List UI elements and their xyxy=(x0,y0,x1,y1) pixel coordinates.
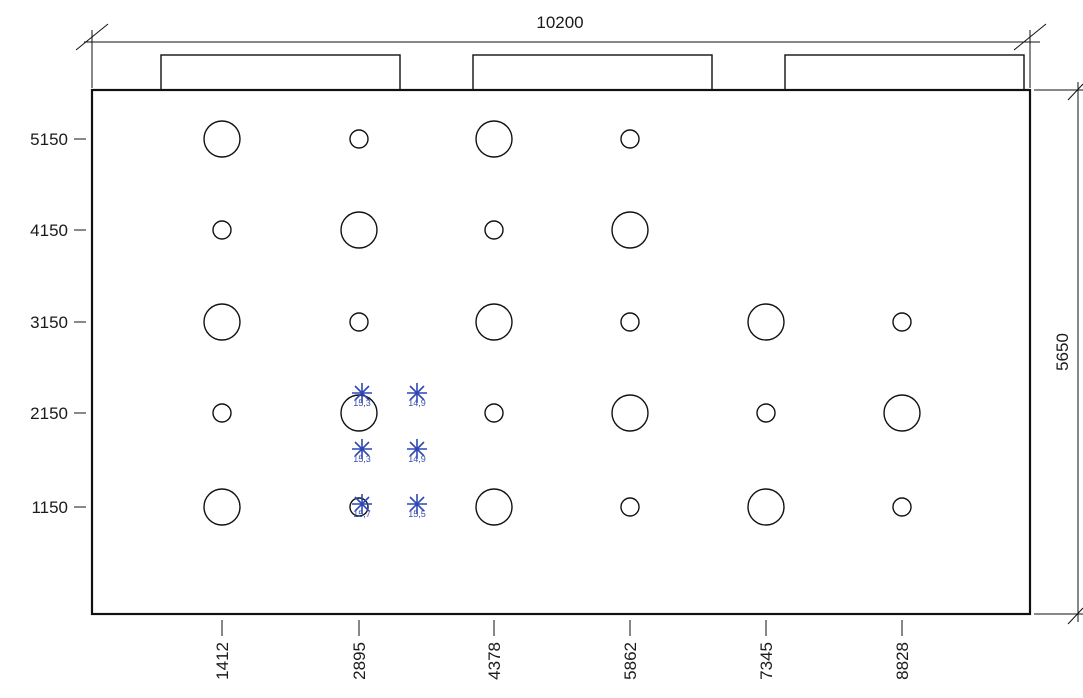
marker-value: 15,3 xyxy=(353,398,371,408)
width-dimension-label: 10200 xyxy=(536,13,583,32)
measurement-marker: 15,3 xyxy=(352,439,372,464)
measurement-markers: 15,3 14,9 15,3 14,9 15,7 15,5 xyxy=(352,383,427,519)
marker-value: 15,7 xyxy=(353,509,371,519)
marker-value: 15,5 xyxy=(408,509,426,519)
measurement-marker: 15,5 xyxy=(407,494,427,519)
small-hole xyxy=(620,129,640,149)
small-hole xyxy=(892,312,912,332)
marker-stroke xyxy=(354,496,370,512)
small-hole xyxy=(484,403,504,423)
small-hole xyxy=(484,220,504,240)
x-axis: 1412 2895 4378 5862 7345 8828 xyxy=(213,620,912,680)
large-hole xyxy=(203,120,241,158)
marker-value: 14,9 xyxy=(408,398,426,408)
large-hole xyxy=(611,394,649,432)
y-axis: 5150 4150 3150 2150 1150 xyxy=(30,130,86,517)
measurement-marker: 15,3 xyxy=(352,383,372,408)
marker-stroke xyxy=(409,496,425,512)
marker-value: 14,9 xyxy=(408,454,426,464)
large-hole xyxy=(203,303,241,341)
height-dimension-tick-top xyxy=(1067,83,1083,101)
top-opening xyxy=(160,54,401,91)
large-hole xyxy=(475,303,513,341)
y-tick-label: 2150 xyxy=(30,404,68,423)
y-tick-label: 3150 xyxy=(30,313,68,332)
small-hole xyxy=(212,220,232,240)
y-tick-label: 5150 xyxy=(30,130,68,149)
small-hole xyxy=(212,403,232,423)
large-hole xyxy=(340,211,378,249)
small-hole xyxy=(756,403,776,423)
large-hole xyxy=(475,120,513,158)
marker-stroke xyxy=(409,385,425,401)
x-tick-label: 2895 xyxy=(350,642,369,680)
plan-outline xyxy=(90,88,1032,616)
measurement-marker: 15,7 xyxy=(352,494,372,519)
small-hole xyxy=(620,312,640,332)
marker-stroke xyxy=(354,441,370,457)
y-tick-label: 1150 xyxy=(31,498,68,517)
large-hole xyxy=(747,303,785,341)
small-hole xyxy=(349,129,369,149)
x-tick-label: 5862 xyxy=(621,642,640,680)
top-opening xyxy=(784,54,1025,91)
x-tick-label: 1412 xyxy=(213,642,232,680)
x-tick-label: 7345 xyxy=(757,642,776,680)
small-hole xyxy=(892,497,912,517)
height-dimension-tick-bottom xyxy=(1067,607,1083,625)
height-dimension-label: 5650 xyxy=(1053,333,1072,371)
y-tick-label: 4150 xyxy=(30,221,68,240)
large-hole xyxy=(883,394,921,432)
large-hole xyxy=(203,488,241,526)
marker-stroke xyxy=(354,385,370,401)
x-tick-label: 4378 xyxy=(485,642,504,680)
hole-grid xyxy=(203,120,921,526)
measurement-marker: 14,9 xyxy=(407,439,427,464)
marker-stroke xyxy=(409,441,425,457)
top-opening xyxy=(472,54,713,91)
large-hole xyxy=(475,488,513,526)
large-hole xyxy=(611,211,649,249)
marker-value: 15,3 xyxy=(353,454,371,464)
x-tick-label: 8828 xyxy=(893,642,912,680)
large-hole xyxy=(747,488,785,526)
small-hole xyxy=(620,497,640,517)
small-hole xyxy=(349,312,369,332)
measurement-marker: 14,9 xyxy=(407,383,427,408)
